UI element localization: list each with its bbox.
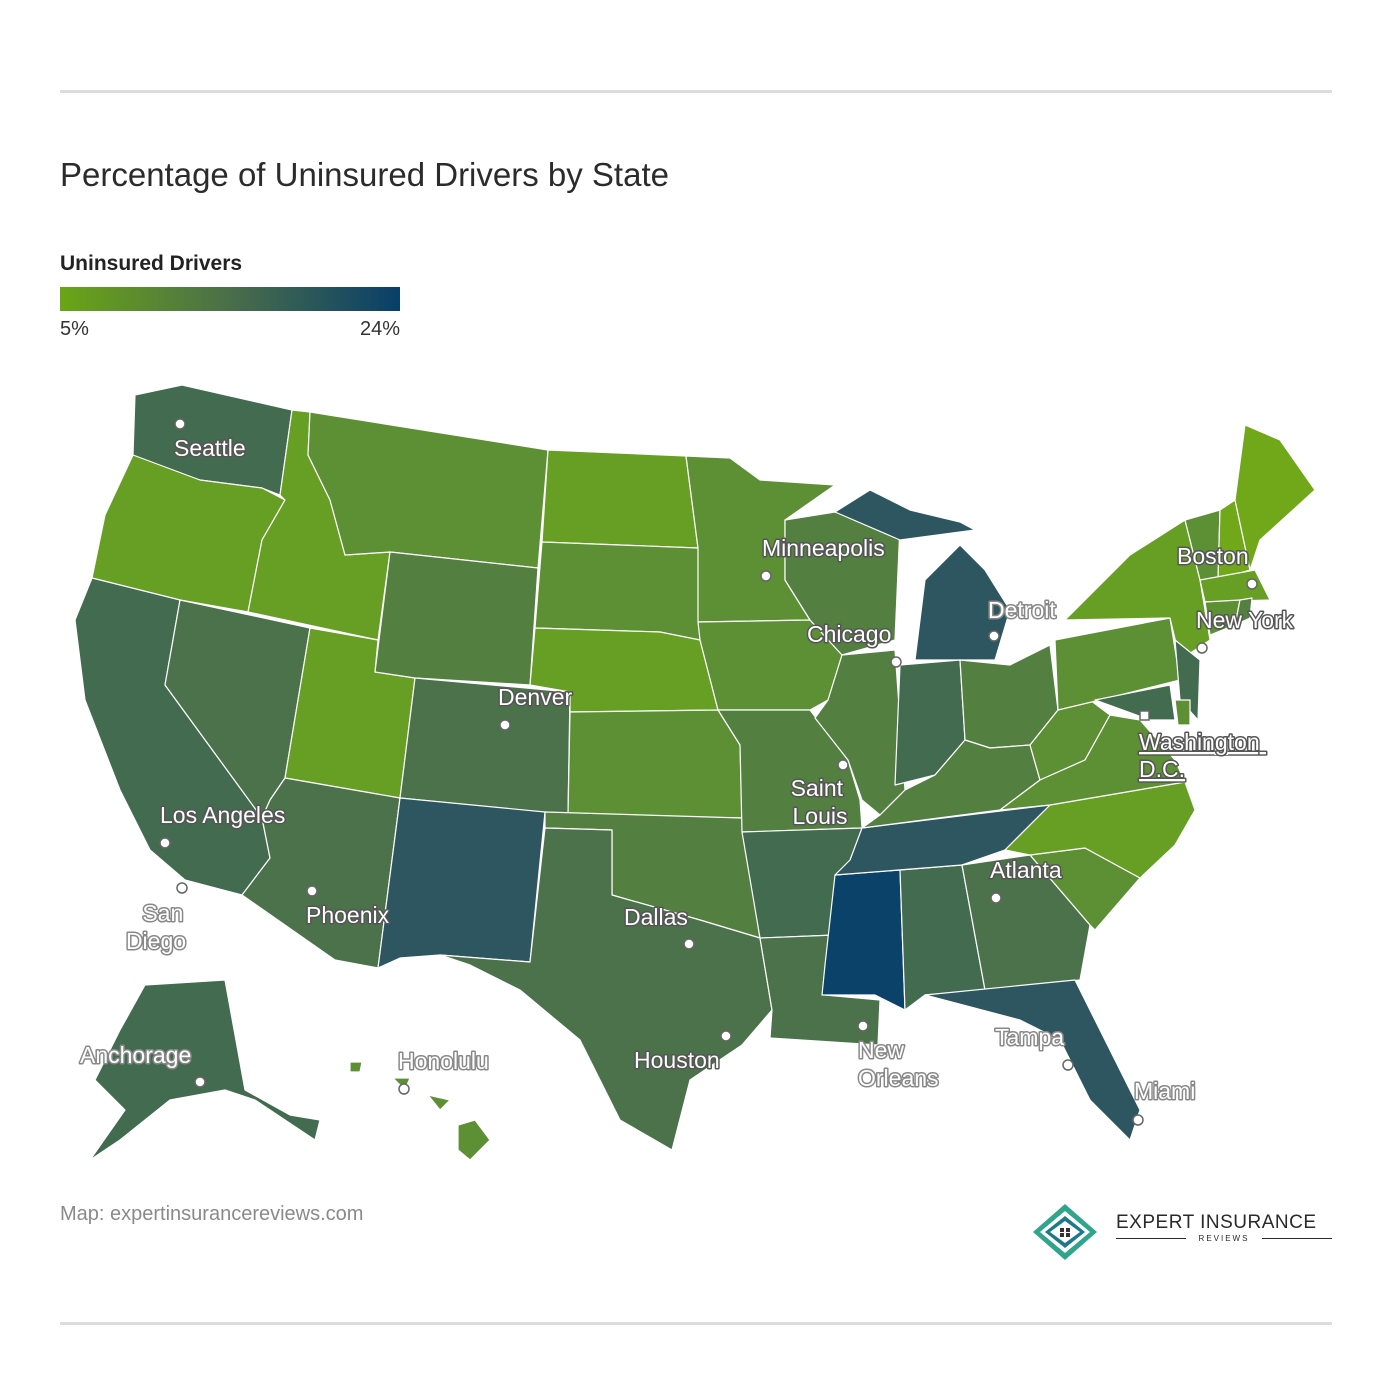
city-marker[interactable]	[398, 1083, 410, 1095]
city-label-line: San	[142, 900, 183, 926]
city-label-new-york[interactable]: New York	[1195, 606, 1296, 635]
state-rhode-island[interactable]	[1234, 597, 1253, 626]
state-new-mexico[interactable]	[377, 797, 546, 969]
state-south-dakota[interactable]	[534, 541, 701, 641]
city-label-anchorage[interactable]: Anchorage	[79, 1041, 193, 1070]
legend-min-label: 5%	[60, 318, 89, 340]
city-label-tampa[interactable]: Tampa	[994, 1023, 1066, 1052]
state-massachusetts[interactable]	[1199, 569, 1271, 603]
city-label-line: Diego	[126, 928, 186, 954]
city-marker[interactable]	[176, 882, 188, 894]
brand-logo[interactable]: EXPERT INSURANCE REVIEWS	[1030, 1202, 1335, 1262]
city-marker[interactable]	[1062, 1059, 1074, 1071]
city-markers	[159, 418, 1258, 1126]
map-title: Percentage of Uninsured Drivers by State	[60, 156, 669, 193]
city-marker[interactable]	[988, 630, 1000, 642]
state-michigan-up[interactable]	[834, 489, 976, 541]
city-marker[interactable]	[890, 656, 902, 668]
state-delaware[interactable]	[1174, 699, 1191, 726]
city-marker[interactable]	[499, 719, 511, 731]
brand-subtitle: REVIEWS	[1198, 1234, 1250, 1243]
city-label-line: New	[858, 1037, 904, 1063]
legend-max-label: 24%	[359, 318, 400, 340]
city-label-saint-louis[interactable]: Saint Louis	[789, 774, 850, 831]
top-divider	[60, 90, 1332, 93]
city-marker[interactable]	[683, 938, 695, 950]
city-label-washington-dc[interactable]: Washington D.C.	[1138, 728, 1266, 784]
city-marker[interactable]	[720, 1030, 732, 1042]
city-label-dallas[interactable]: Dallas	[623, 903, 690, 932]
city-label-los-angeles[interactable]: Los Angeles	[159, 801, 287, 830]
state-kentucky[interactable]	[861, 739, 1041, 829]
city-label-atlanta[interactable]: Atlanta	[989, 856, 1064, 885]
state-alaska[interactable]	[89, 979, 321, 1161]
city-marker[interactable]	[990, 892, 1002, 904]
city-marker[interactable]	[194, 1076, 206, 1088]
city-label-line: Washington	[1139, 729, 1260, 755]
state-wyoming[interactable]	[374, 551, 539, 686]
state-florida[interactable]	[924, 979, 1141, 1141]
state-maine[interactable]	[1234, 424, 1316, 571]
city-label-line: D.C.	[1139, 756, 1185, 782]
state-michigan[interactable]	[914, 544, 1011, 661]
city-label-chicago[interactable]: Chicago	[806, 620, 893, 649]
capital-marker[interactable]	[1139, 710, 1150, 721]
city-label-line: Orleans	[858, 1065, 939, 1091]
city-labels: Seattle Minneapolis Boston Detroit Chica…	[79, 434, 1296, 1106]
brand-name: EXPERT INSURANCE	[1116, 1212, 1317, 1233]
city-label-detroit[interactable]: Detroit	[987, 596, 1058, 625]
state-north-dakota[interactable]	[541, 449, 699, 549]
state-mississippi[interactable]	[821, 869, 906, 1011]
city-label-honolulu[interactable]: Honolulu	[397, 1047, 491, 1076]
city-label-denver[interactable]: Denver	[497, 683, 574, 712]
legend-title: Uninsured Drivers	[60, 252, 243, 275]
city-label-phoenix[interactable]: Phoenix	[305, 901, 392, 930]
brand-divider-left	[1116, 1238, 1186, 1239]
city-label-seattle[interactable]: Seattle	[173, 434, 248, 463]
city-label-miami[interactable]: Miami	[1133, 1077, 1197, 1106]
state-pennsylvania[interactable]	[1054, 617, 1181, 711]
city-label-line: Saint	[791, 775, 844, 801]
city-label-minneapolis[interactable]: Minneapolis	[761, 534, 887, 563]
bottom-divider	[60, 1322, 1332, 1325]
state-hawaii-big-island[interactable]	[457, 1119, 491, 1161]
city-marker[interactable]	[1132, 1114, 1144, 1126]
city-marker[interactable]	[857, 1020, 869, 1032]
city-label-houston[interactable]: Houston	[633, 1046, 722, 1075]
state-kansas[interactable]	[567, 709, 743, 819]
city-marker[interactable]	[174, 418, 186, 430]
source-credit: Map: expertinsurancereviews.com	[60, 1203, 364, 1225]
city-marker[interactable]	[1196, 642, 1208, 654]
city-label-new-orleans[interactable]: New Orleans	[857, 1036, 941, 1093]
house-diamond-icon	[1033, 1204, 1097, 1260]
state-new-york[interactable]	[1064, 519, 1211, 661]
state-montana[interactable]	[307, 411, 549, 569]
city-marker[interactable]	[306, 885, 318, 897]
city-label-line: Louis	[793, 803, 848, 829]
legend-color-scale	[60, 287, 400, 311]
state-maryland[interactable]	[1094, 684, 1176, 721]
state-georgia[interactable]	[961, 854, 1091, 991]
state-hawaii-kauai[interactable]	[349, 1061, 363, 1073]
city-marker[interactable]	[837, 759, 849, 771]
city-marker[interactable]	[1246, 578, 1258, 590]
brand-divider-right	[1262, 1238, 1332, 1239]
city-marker[interactable]	[159, 837, 171, 849]
city-marker[interactable]	[760, 570, 772, 582]
city-label-san-diego[interactable]: San Diego	[124, 899, 190, 956]
state-texas[interactable]	[439, 827, 773, 1151]
city-label-boston[interactable]: Boston	[1176, 542, 1251, 571]
state-hawaii-maui[interactable]	[427, 1094, 451, 1111]
